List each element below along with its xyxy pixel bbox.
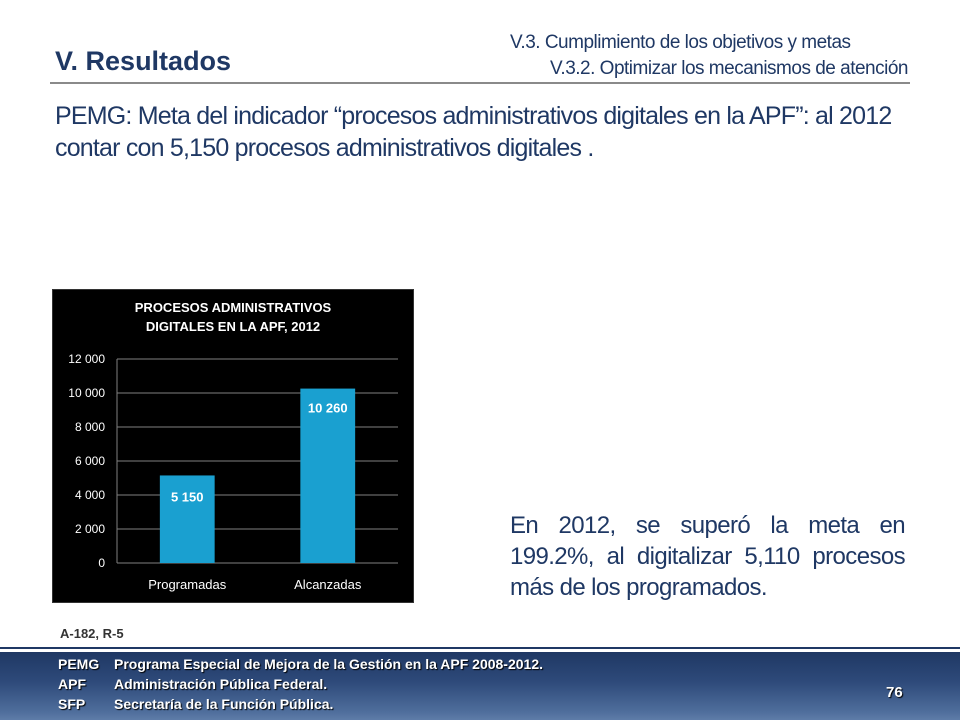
summary-text: En 2012, se superó la meta en 199.2%, al… [510, 512, 906, 601]
footer-abbr: PEMG [58, 656, 100, 672]
y-tick-label: 12 000 [68, 352, 105, 366]
data-label: 10 260 [308, 401, 348, 416]
data-label: 5 150 [171, 489, 204, 504]
chart-container: PROCESOS ADMINISTRATIVOS DIGITALES EN LA… [52, 289, 414, 603]
y-tick-label: 0 [98, 556, 105, 570]
x-tick-label: Alcanzadas [294, 577, 362, 592]
footer-definition: Programa Especial de Mejora de la Gestió… [114, 656, 543, 672]
section-title: V. Resultados [55, 46, 232, 76]
footer-abbr: SFP [58, 696, 86, 712]
title-divider [50, 82, 910, 84]
y-tick-label: 6 000 [75, 454, 105, 468]
x-tick-label: Programadas [148, 577, 227, 592]
footer-item-apf: APF Administración Pública Federal. [58, 676, 327, 692]
subtitle-objective: V.3. Cumplimiento de los objetivos y met… [510, 32, 851, 53]
y-tick-label: 10 000 [68, 386, 105, 400]
bar-chart: PROCESOS ADMINISTRATIVOS DIGITALES EN LA… [68, 300, 398, 592]
headline-text: PEMG: Meta del indicador “procesos admin… [55, 102, 892, 162]
page-number: 76 [886, 684, 903, 701]
footer-abbr: APF [58, 676, 86, 692]
bar-alcanzadas [300, 388, 356, 563]
bar-programadas [159, 475, 215, 563]
y-tick-label: 4 000 [75, 488, 105, 502]
y-tick-label: 2 000 [75, 522, 105, 536]
chart-title-line-2: DIGITALES EN LA APF, 2012 [146, 319, 320, 334]
footer-definition: Administración Pública Federal. [114, 676, 328, 692]
y-tick-label: 8 000 [75, 420, 105, 434]
footer-definition: Secretaría de la Función Pública. [114, 696, 334, 712]
footer-divider [0, 647, 960, 649]
subtitle-subsection: V.3.2. Optimizar los mecanismos de atenc… [550, 58, 908, 79]
footer-item-pemg: PEMG Programa Especial de Mejora de la Ge… [58, 656, 543, 672]
source-reference: A-182, R-5 [60, 626, 124, 641]
footer-item-sfp: SFP Secretaría de la Función Pública. [58, 696, 333, 712]
footer-band: PEMG Programa Especial de Mejora de la Ge… [0, 652, 960, 720]
chart-title-line-1: PROCESOS ADMINISTRATIVOS [135, 300, 332, 315]
